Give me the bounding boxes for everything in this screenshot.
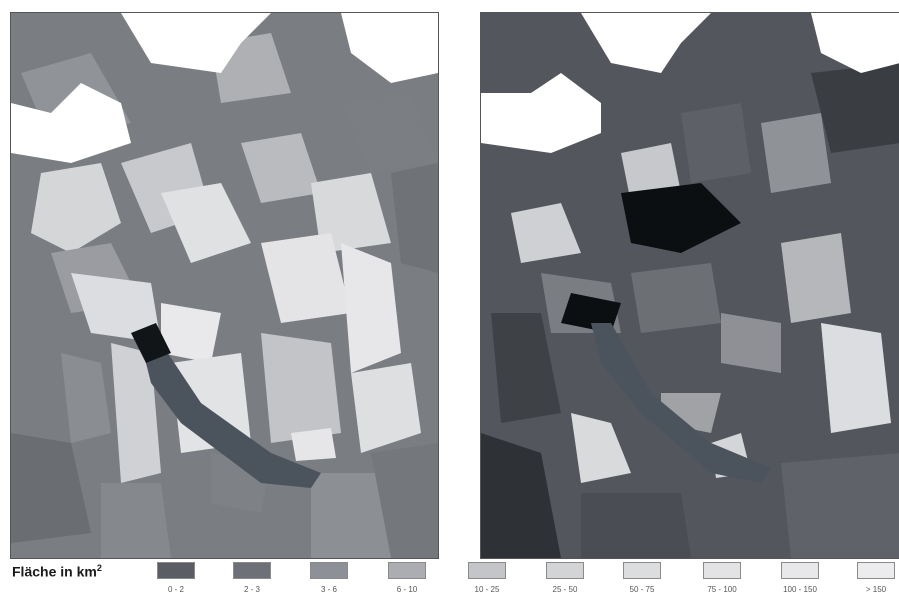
legend: Fläche in km2 0 - 2 2 - 3 3 - 6 6 - 10 1… xyxy=(0,558,899,598)
legend-swatch xyxy=(157,562,195,579)
legend-label: 25 - 50 xyxy=(552,585,578,594)
legend-swatch xyxy=(703,562,741,579)
legend-label: > 150 xyxy=(865,585,887,594)
legend-item-3-6: 3 - 6 xyxy=(309,562,349,594)
legend-item-100-150: 100 - 150 xyxy=(780,562,820,594)
legend-swatch xyxy=(857,562,895,579)
map-outside-area-2 xyxy=(11,83,131,163)
legend-title: Fläche in km2 xyxy=(12,563,102,580)
legend-item-25-50: 25 - 50 xyxy=(545,562,585,594)
map-outside-area xyxy=(481,13,711,73)
legend-swatch xyxy=(310,562,348,579)
legend-item-10-25: 10 - 25 xyxy=(467,562,507,594)
map-left-graphic xyxy=(11,13,438,558)
legend-item-gt-150: > 150 xyxy=(856,562,896,594)
legend-label: 10 - 25 xyxy=(474,585,500,594)
map-right xyxy=(480,12,899,559)
legend-label: 0 - 2 xyxy=(167,585,184,594)
dense-area xyxy=(621,183,741,253)
city-zurich xyxy=(131,323,171,363)
map-outside-area xyxy=(11,13,271,73)
legend-item-2-3: 2 - 3 xyxy=(232,562,272,594)
lake-zurich xyxy=(591,323,771,483)
legend-swatch xyxy=(233,562,271,579)
legend-item-75-100: 75 - 100 xyxy=(702,562,742,594)
map-left xyxy=(10,12,439,559)
map-outside-area-3 xyxy=(811,13,899,73)
legend-label: 100 - 150 xyxy=(783,585,817,594)
legend-item-6-10: 6 - 10 xyxy=(387,562,427,594)
map-right-regions xyxy=(481,63,899,558)
legend-label: 75 - 100 xyxy=(707,585,737,594)
legend-label: 6 - 10 xyxy=(396,585,418,594)
legend-title-text: Fläche in km xyxy=(12,563,97,580)
map-outside-area-3 xyxy=(341,13,438,83)
legend-item-0-2: 0 - 2 xyxy=(156,562,196,594)
legend-label: 3 - 6 xyxy=(320,585,337,594)
legend-swatch xyxy=(781,562,819,579)
legend-title-superscript: 2 xyxy=(96,563,102,573)
map-outside-area-2 xyxy=(481,73,601,153)
legend-swatch xyxy=(546,562,584,579)
legend-label: 2 - 3 xyxy=(243,585,260,594)
legend-swatch xyxy=(468,562,506,579)
legend-item-50-75: 50 - 75 xyxy=(622,562,662,594)
legend-label: 50 - 75 xyxy=(629,585,655,594)
legend-swatch xyxy=(388,562,426,579)
legend-swatch xyxy=(623,562,661,579)
map-right-graphic xyxy=(481,13,899,558)
